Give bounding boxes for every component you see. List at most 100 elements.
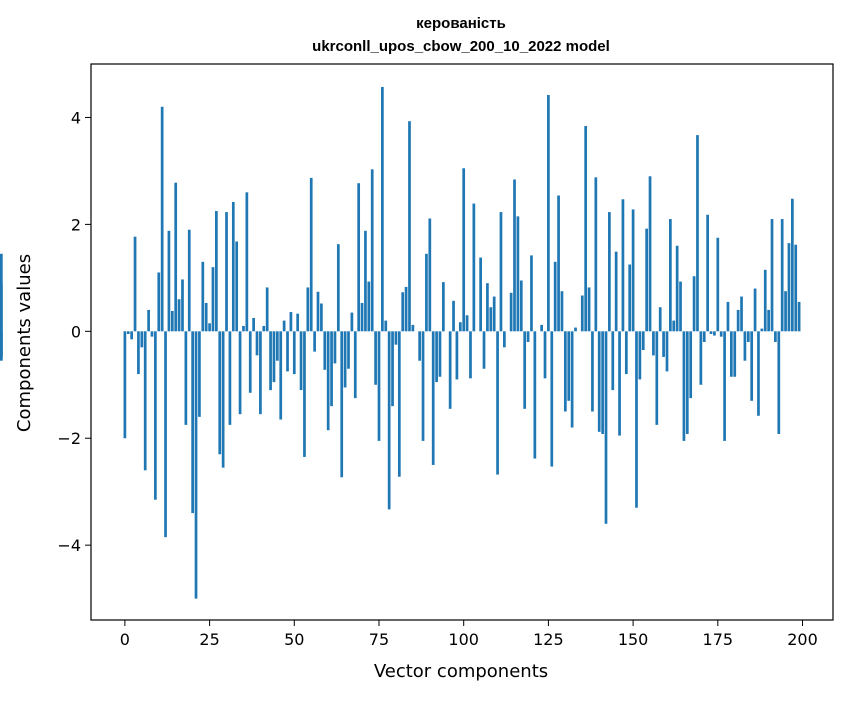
bar xyxy=(259,331,262,414)
bar xyxy=(794,245,797,332)
bar xyxy=(371,169,374,331)
bar xyxy=(798,302,801,331)
bar xyxy=(317,292,320,332)
bar xyxy=(178,299,181,331)
bar xyxy=(757,331,760,415)
bar xyxy=(618,331,621,435)
bar xyxy=(303,331,306,457)
bar xyxy=(605,331,608,523)
bar xyxy=(716,238,719,332)
bar xyxy=(191,331,194,513)
bar xyxy=(655,331,658,425)
bar xyxy=(591,331,594,411)
x-tick-label: 0 xyxy=(120,630,130,649)
bar xyxy=(744,331,747,360)
bar xyxy=(188,230,191,332)
bar xyxy=(567,331,570,401)
bar xyxy=(760,329,763,332)
bar xyxy=(601,331,604,434)
bar xyxy=(367,282,370,332)
bar xyxy=(269,331,272,390)
bars-group xyxy=(0,87,800,599)
x-tick-label: 150 xyxy=(618,630,649,649)
bar xyxy=(720,331,723,336)
bar xyxy=(161,107,164,332)
bar xyxy=(276,331,279,360)
bar xyxy=(378,331,381,441)
bar xyxy=(320,304,323,332)
bar xyxy=(774,331,777,342)
bar xyxy=(723,331,726,441)
bar xyxy=(208,323,211,331)
bar xyxy=(625,331,628,374)
bar xyxy=(452,301,455,331)
bar xyxy=(144,331,147,470)
bar xyxy=(540,325,543,331)
x-tick-label: 100 xyxy=(448,630,479,649)
bar xyxy=(706,215,709,332)
bar xyxy=(364,231,367,332)
bar xyxy=(337,244,340,331)
bar xyxy=(361,303,364,331)
bar xyxy=(493,297,496,332)
y-axis-label: Components values xyxy=(14,254,35,432)
bar xyxy=(435,331,438,382)
bar xyxy=(351,313,354,332)
bar xyxy=(561,291,564,331)
bar xyxy=(700,331,703,384)
bar xyxy=(459,322,462,331)
bar xyxy=(676,246,679,332)
bar xyxy=(513,179,516,331)
bar xyxy=(296,314,299,332)
bar xyxy=(442,282,445,331)
bar xyxy=(401,292,404,331)
bar xyxy=(750,331,753,401)
bar xyxy=(395,331,398,344)
bar xyxy=(639,331,642,379)
bar xyxy=(154,331,157,499)
bar xyxy=(384,321,387,332)
bar xyxy=(696,135,699,331)
bar xyxy=(181,279,184,331)
x-tick-label: 75 xyxy=(369,630,389,649)
bar xyxy=(727,302,730,331)
bar xyxy=(733,331,736,376)
bar xyxy=(174,183,177,332)
bar xyxy=(740,297,743,332)
bar xyxy=(310,178,313,331)
bar xyxy=(544,331,547,378)
bar xyxy=(628,264,631,331)
bar xyxy=(218,331,221,454)
y-tick-label: 2 xyxy=(71,215,81,234)
bar xyxy=(439,331,442,376)
bar xyxy=(300,331,303,390)
bar xyxy=(554,262,557,332)
bar xyxy=(357,183,360,331)
x-axis-label: Vector components xyxy=(374,661,548,682)
bar xyxy=(530,255,533,331)
bar xyxy=(286,331,289,371)
bar xyxy=(489,307,492,331)
bar xyxy=(306,287,309,331)
bar xyxy=(428,219,431,332)
bar xyxy=(622,199,625,331)
x-tick-label: 25 xyxy=(199,630,219,649)
bar xyxy=(574,328,577,332)
bar xyxy=(229,331,232,425)
bar xyxy=(547,95,550,331)
bar xyxy=(283,321,286,332)
bar xyxy=(374,331,377,384)
bar xyxy=(469,331,472,378)
y-tick-label: 4 xyxy=(71,108,81,127)
bar xyxy=(523,331,526,409)
bar xyxy=(754,289,757,332)
bar xyxy=(588,287,591,331)
bar xyxy=(205,303,208,331)
bar xyxy=(693,276,696,331)
bar xyxy=(483,331,486,368)
bar xyxy=(256,331,259,355)
bar xyxy=(486,283,489,331)
bar xyxy=(388,331,391,509)
bar xyxy=(466,315,469,331)
